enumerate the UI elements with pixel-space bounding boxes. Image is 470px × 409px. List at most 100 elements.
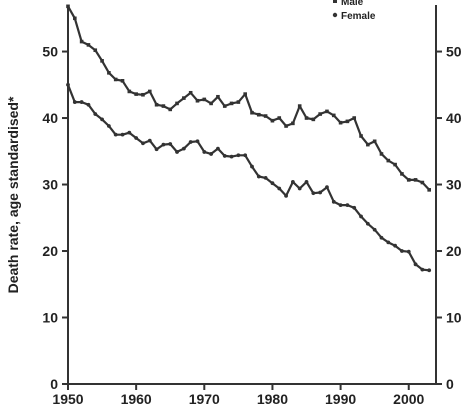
data-point-male: [73, 16, 77, 21]
data-point-female: [168, 142, 173, 146]
data-point-male: [277, 116, 282, 120]
data-point-female: [141, 141, 145, 146]
plot-frame: [67, 5, 437, 385]
data-point-male: [270, 118, 275, 123]
x-tick-label: 1970: [189, 391, 220, 407]
data-point-female: [393, 243, 398, 248]
y-tick-label-right: 50: [446, 44, 462, 60]
series-line-female: [66, 84, 430, 272]
data-point-male: [107, 71, 111, 75]
data-point-female: [120, 132, 125, 137]
y-tick-label-left: 30: [42, 177, 58, 193]
data-point-female: [331, 199, 336, 204]
data-point-female: [229, 154, 234, 159]
data-point-female: [284, 193, 288, 198]
data-point-female: [325, 185, 329, 190]
data-point-male: [86, 43, 91, 47]
data-point-female: [277, 186, 282, 191]
data-point-male: [100, 59, 104, 63]
data-point-female: [386, 240, 391, 245]
data-point-male: [297, 104, 302, 108]
data-point-male: [359, 134, 363, 138]
ticks: 1950 1960 1970 1980 1990 2000 0 0 10 10 20 20 30 30 40…: [42, 44, 461, 407]
data-point-female: [222, 154, 227, 158]
data-point-female: [106, 124, 111, 128]
x-tick-label: 1950: [52, 391, 83, 407]
data-point-male: [202, 97, 207, 102]
data-point-female: [202, 150, 207, 154]
data-point-male: [113, 77, 118, 82]
data-point-female: [290, 179, 295, 184]
data-point-male: [250, 110, 254, 115]
data-point-female: [181, 146, 186, 151]
data-point-male: [386, 158, 391, 163]
data-point-female: [420, 267, 425, 272]
data-point-male: [406, 178, 411, 182]
data-point-female: [93, 112, 98, 116]
data-point-female: [188, 140, 193, 144]
data-point-female: [379, 235, 384, 240]
legend-marker-female: [332, 12, 338, 18]
y-tick-label-left: 0: [50, 376, 58, 392]
y-tick-label-right: 20: [446, 243, 462, 259]
data-point-male: [120, 79, 125, 83]
data-point-female: [263, 175, 268, 180]
data-point-male: [182, 96, 186, 100]
data-point-female: [66, 82, 70, 87]
data-point-male: [420, 180, 425, 185]
y-tick-label-left: 10: [42, 310, 58, 326]
data-point-female: [318, 190, 323, 195]
data-point-male: [229, 101, 234, 106]
data-point-male: [263, 114, 268, 118]
data-point-female: [311, 191, 316, 196]
data-point-female: [372, 227, 377, 232]
data-point-male: [345, 119, 350, 124]
data-point-male: [222, 104, 227, 108]
series-group: [66, 4, 432, 273]
data-point-female: [270, 181, 275, 186]
data-point-female: [359, 214, 363, 219]
data-point-female: [400, 249, 404, 253]
data-point-female: [365, 221, 370, 226]
data-point-female: [297, 186, 302, 191]
data-point-female: [236, 153, 241, 158]
series-male: [66, 4, 431, 192]
data-point-male: [216, 94, 220, 99]
data-point-male: [236, 100, 241, 104]
data-point-male: [195, 98, 200, 103]
y-axis-title: Death rate, age standardised*: [5, 96, 21, 293]
legend: Male Female: [332, 0, 376, 22]
data-point-female: [195, 139, 200, 144]
legend-label-male: Male: [341, 0, 364, 8]
data-point-male: [79, 39, 84, 44]
data-point-male: [66, 4, 70, 9]
y-tick-label-right: 30: [446, 177, 462, 193]
data-point-female: [100, 117, 104, 122]
data-point-male: [325, 109, 329, 114]
data-point-female: [345, 203, 350, 208]
data-point-female: [79, 100, 84, 104]
data-point-male: [393, 162, 397, 167]
x-tick-label: 2000: [393, 391, 424, 407]
y-tick-label-right: 0: [446, 376, 454, 392]
legend-label-female: Female: [341, 11, 376, 22]
data-point-female: [147, 138, 152, 143]
series-female: [66, 82, 432, 273]
data-point-female: [175, 150, 179, 154]
legend-marker-male: [333, 0, 337, 3]
data-point-female: [216, 146, 220, 151]
data-point-female: [413, 262, 418, 267]
data-point-female: [209, 152, 214, 156]
data-point-female: [352, 205, 357, 210]
data-point-male: [209, 101, 213, 106]
x-tick-label: 1980: [257, 391, 288, 407]
data-point-male: [168, 107, 173, 112]
data-point-male: [284, 124, 288, 128]
y-tick-label-left: 20: [42, 243, 58, 259]
y-tick-label-left: 40: [42, 110, 58, 126]
x-tick-label: 1960: [121, 391, 152, 407]
data-point-female: [72, 100, 77, 104]
data-point-male: [338, 120, 343, 125]
data-point-male: [291, 121, 295, 126]
data-point-female: [154, 147, 159, 152]
